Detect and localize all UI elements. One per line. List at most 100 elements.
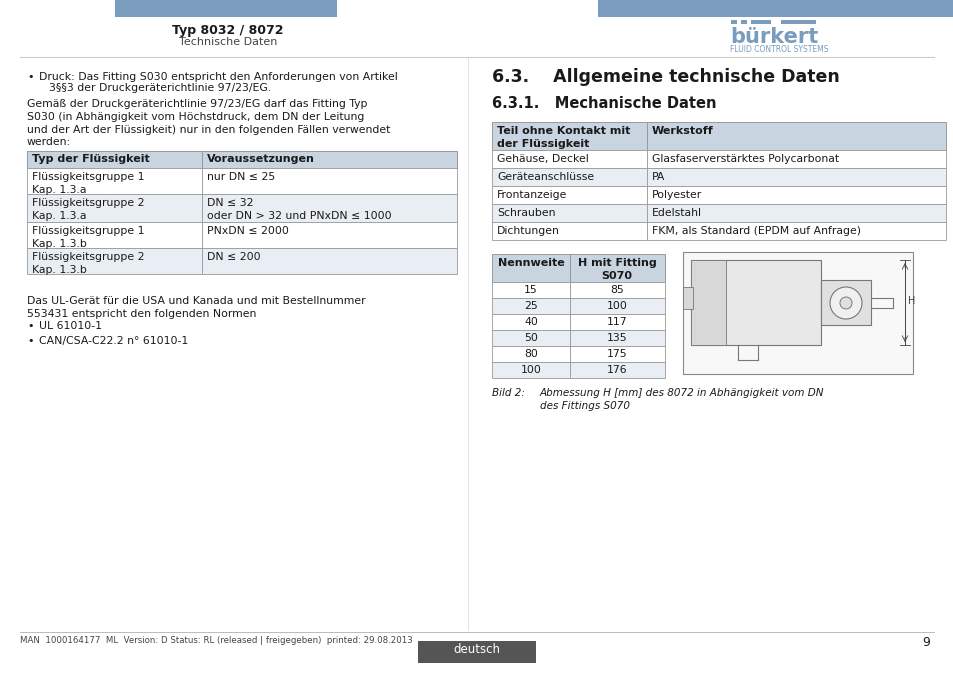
Bar [202, 151, 456, 168]
Text: bürkert: bürkert [729, 27, 818, 47]
Circle shape [829, 287, 862, 319]
Bar [492, 122, 646, 150]
Bar [492, 150, 646, 168]
Bar [646, 122, 945, 150]
Text: FLUID CONTROL SYSTEMS: FLUID CONTROL SYSTEMS [729, 45, 827, 54]
Text: 135: 135 [606, 333, 627, 343]
Text: 117: 117 [606, 317, 627, 327]
Bar [492, 298, 569, 314]
Text: Voraussetzungen: Voraussetzungen [207, 154, 314, 164]
Bar [569, 314, 664, 330]
Bar [740, 20, 746, 24]
Bar [730, 20, 737, 24]
Text: nur DN ≤ 25: nur DN ≤ 25 [207, 172, 275, 182]
Text: 15: 15 [523, 285, 537, 295]
Bar [781, 20, 815, 24]
Bar [492, 282, 569, 298]
Bar [492, 186, 646, 204]
Text: Typ der Flüssigkeit: Typ der Flüssigkeit [32, 154, 150, 164]
Bar [202, 222, 456, 248]
Text: 40: 40 [523, 317, 537, 327]
Bar [569, 254, 664, 282]
Text: Bild 2:: Bild 2: [492, 388, 524, 398]
Bar [492, 314, 569, 330]
Text: 80: 80 [523, 349, 537, 359]
Text: 6.3.    Allgemeine technische Daten: 6.3. Allgemeine technische Daten [492, 68, 839, 86]
Text: 6.3.1.   Mechanische Daten: 6.3.1. Mechanische Daten [492, 96, 716, 111]
Text: FKM, als Standard (EPDM auf Anfrage): FKM, als Standard (EPDM auf Anfrage) [651, 226, 861, 236]
Bar [569, 330, 664, 346]
Text: PNxDN ≤ 2000: PNxDN ≤ 2000 [207, 226, 289, 236]
Text: 9: 9 [922, 636, 929, 649]
Text: Typ 8032 / 8072: Typ 8032 / 8072 [172, 24, 283, 37]
Text: DN ≤ 32
oder DN > 32 und PNxDN ≤ 1000: DN ≤ 32 oder DN > 32 und PNxDN ≤ 1000 [207, 198, 392, 221]
Circle shape [840, 297, 851, 309]
Bar [492, 330, 569, 346]
Bar [492, 346, 569, 362]
Text: 100: 100 [606, 301, 627, 311]
Text: Teil ohne Kontakt mit
der Flüssigkeit: Teil ohne Kontakt mit der Flüssigkeit [497, 126, 630, 149]
Text: 175: 175 [606, 349, 627, 359]
Text: H: H [907, 296, 915, 306]
Text: 3§§3 der Druckgeräterichtlinie 97/23/EG.: 3§§3 der Druckgeräterichtlinie 97/23/EG. [49, 83, 271, 93]
Bar [750, 20, 770, 24]
Text: DN ≤ 200: DN ≤ 200 [207, 252, 260, 262]
Text: Druck: Das Fitting S030 entspricht den Anforderungen von Artikel: Druck: Das Fitting S030 entspricht den A… [39, 72, 397, 82]
Bar [569, 298, 664, 314]
Text: •: • [27, 72, 33, 82]
Bar [690, 260, 821, 345]
Bar [646, 150, 945, 168]
Text: Flüssigkeitsgruppe 1
Kap. 1.3.a: Flüssigkeitsgruppe 1 Kap. 1.3.a [32, 172, 144, 194]
Bar [646, 168, 945, 186]
Text: Schrauben: Schrauben [497, 208, 555, 218]
Text: Flüssigkeitsgruppe 2
Kap. 1.3.b: Flüssigkeitsgruppe 2 Kap. 1.3.b [32, 252, 144, 275]
Text: Polyester: Polyester [651, 190, 701, 200]
Bar [682, 287, 692, 309]
Text: 25: 25 [523, 301, 537, 311]
Text: •: • [27, 336, 33, 346]
Bar [27, 151, 202, 168]
Bar [821, 280, 870, 325]
Bar [115, 0, 336, 17]
Bar [492, 362, 569, 378]
Bar [598, 0, 953, 17]
Text: Werkstoff: Werkstoff [651, 126, 713, 136]
Bar [27, 248, 202, 274]
Text: •: • [27, 321, 33, 331]
Bar [202, 168, 456, 194]
Text: Flüssigkeitsgruppe 1
Kap. 1.3.b: Flüssigkeitsgruppe 1 Kap. 1.3.b [32, 226, 144, 249]
Text: Nennweite: Nennweite [497, 258, 564, 268]
Text: Technische Daten: Technische Daten [178, 37, 277, 47]
Bar [202, 194, 456, 222]
Text: Glasfaserverstärktes Polycarbonat: Glasfaserverstärktes Polycarbonat [651, 154, 839, 164]
Bar [569, 282, 664, 298]
Text: Gemäß der Druckgeräterichtlinie 97/23/EG darf das Fitting Typ
S030 (in Abhängigk: Gemäß der Druckgeräterichtlinie 97/23/EG… [27, 99, 390, 147]
Bar [646, 222, 945, 240]
Bar [202, 248, 456, 274]
Text: 85: 85 [610, 285, 623, 295]
Bar [492, 254, 569, 282]
Text: deutsch: deutsch [453, 643, 500, 656]
Text: Frontanzeige: Frontanzeige [497, 190, 567, 200]
Text: Geräteanschlüsse: Geräteanschlüsse [497, 172, 594, 182]
Text: Abmessung H [mm] des 8072 in Abhängigkeit vom DN
des Fittings S070: Abmessung H [mm] des 8072 in Abhängigkei… [539, 388, 823, 411]
Text: UL 61010-1: UL 61010-1 [39, 321, 102, 331]
Bar [646, 204, 945, 222]
Bar [646, 186, 945, 204]
Text: Gehäuse, Deckel: Gehäuse, Deckel [497, 154, 588, 164]
Bar [492, 204, 646, 222]
Bar [492, 222, 646, 240]
Text: Edelstahl: Edelstahl [651, 208, 701, 218]
Text: Flüssigkeitsgruppe 2
Kap. 1.3.a: Flüssigkeitsgruppe 2 Kap. 1.3.a [32, 198, 144, 221]
Bar [27, 168, 202, 194]
Bar [569, 346, 664, 362]
Bar [27, 222, 202, 248]
Text: H mit Fitting
S070: H mit Fitting S070 [577, 258, 656, 281]
Text: CAN/CSA-C22.2 n° 61010-1: CAN/CSA-C22.2 n° 61010-1 [39, 336, 188, 346]
Text: 176: 176 [606, 365, 627, 375]
Text: MAN  1000164177  ML  Version: D Status: RL (released | freigegeben)  printed: 29: MAN 1000164177 ML Version: D Status: RL … [20, 636, 413, 645]
Text: Dichtungen: Dichtungen [497, 226, 559, 236]
Text: PA: PA [651, 172, 664, 182]
Text: Das UL-Gerät für die USA und Kanada und mit Bestellnummer
553431 entspricht den : Das UL-Gerät für die USA und Kanada und … [27, 296, 365, 319]
Text: 100: 100 [520, 365, 541, 375]
